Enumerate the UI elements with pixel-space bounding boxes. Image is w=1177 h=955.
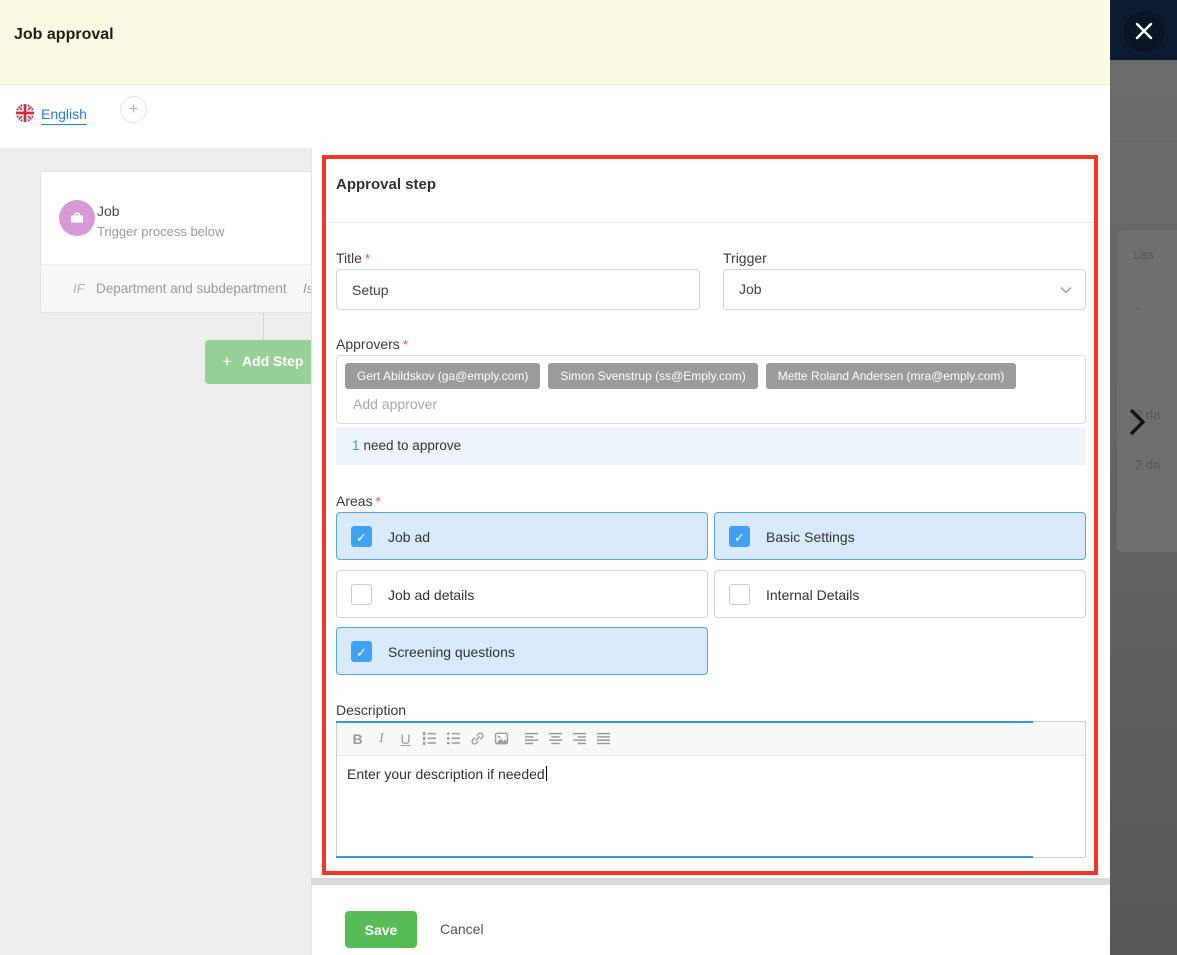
approvers-label: Approvers * bbox=[336, 336, 408, 352]
background-list-panel: Las - 2 da 2 da bbox=[1117, 230, 1177, 552]
background-text: Las bbox=[1133, 247, 1154, 262]
align-justify-icon[interactable] bbox=[593, 728, 614, 750]
close-button[interactable] bbox=[1124, 11, 1165, 52]
trigger-card-title: Job bbox=[97, 203, 120, 219]
checkbox-icon bbox=[351, 641, 372, 662]
trigger-card-header: Job Trigger process below bbox=[41, 172, 324, 264]
chevron-right-icon bbox=[1129, 408, 1146, 435]
language-tab-english[interactable]: English bbox=[41, 106, 87, 125]
link-icon[interactable] bbox=[467, 728, 488, 750]
area-label: Job ad details bbox=[388, 587, 475, 603]
area-checkbox-job-ad-details[interactable]: Job ad details bbox=[336, 570, 708, 618]
form-title: Approval step bbox=[336, 176, 437, 193]
required-asterisk: * bbox=[375, 494, 381, 509]
description-editor: B I U bbox=[336, 721, 1086, 858]
save-button[interactable]: Save bbox=[345, 911, 417, 948]
italic-icon[interactable]: I bbox=[371, 728, 392, 750]
editor-toolbar: B I U bbox=[337, 722, 1085, 756]
checkbox-icon bbox=[729, 584, 750, 605]
description-textarea[interactable]: Enter your description if needed bbox=[347, 766, 547, 782]
approvers-label-text: Approvers bbox=[336, 336, 400, 352]
approver-tag[interactable]: Simon Svenstrup (ss@Emply.com) bbox=[548, 363, 758, 389]
footer-divider bbox=[311, 878, 1110, 885]
approver-tag[interactable]: Mette Roland Andersen (mra@emply.com) bbox=[765, 363, 1017, 389]
area-label: Job ad bbox=[388, 529, 431, 545]
add-approver-input[interactable] bbox=[353, 396, 753, 412]
approval-count-text: need to approve bbox=[363, 438, 462, 453]
checkbox-icon bbox=[729, 526, 750, 547]
area-label: Screening questions bbox=[388, 644, 515, 660]
text-cursor bbox=[545, 766, 547, 781]
area-checkbox-job-ad[interactable]: Job ad bbox=[336, 512, 708, 560]
trigger-card-subtitle: Trigger process below bbox=[97, 224, 225, 239]
focus-line bbox=[336, 856, 1033, 858]
cancel-button[interactable]: Cancel bbox=[440, 911, 484, 948]
align-left-icon[interactable] bbox=[521, 728, 542, 750]
focus-line bbox=[336, 721, 1033, 723]
condition-row[interactable]: IF Department and subdepartment Is bbox=[41, 264, 324, 312]
add-step-label: Add Step bbox=[241, 353, 304, 369]
language-bar: English + bbox=[0, 85, 1110, 148]
areas-label: Areas * bbox=[336, 493, 381, 509]
condition-keyword: IF bbox=[73, 281, 85, 296]
title-label-text: Title bbox=[336, 250, 362, 266]
background-text: - bbox=[1136, 300, 1141, 315]
condition-operator: Is bbox=[303, 281, 314, 296]
areas-label-text: Areas bbox=[336, 493, 373, 509]
title-input[interactable] bbox=[336, 269, 700, 310]
plus-icon: + bbox=[222, 352, 232, 371]
trigger-select[interactable]: Job bbox=[723, 269, 1086, 310]
ordered-list-icon[interactable] bbox=[419, 728, 440, 750]
background-text: 2 da bbox=[1135, 457, 1161, 472]
checkbox-icon bbox=[351, 526, 372, 547]
connector-line bbox=[263, 313, 264, 340]
add-language-button[interactable]: + bbox=[120, 96, 147, 123]
image-icon[interactable] bbox=[491, 728, 512, 750]
condition-field: Department and subdepartment bbox=[96, 281, 287, 296]
trigger-label: Trigger bbox=[723, 250, 767, 266]
bullet-list-icon[interactable] bbox=[443, 728, 464, 750]
approver-tag[interactable]: Gert Abildskov (ga@emply.com) bbox=[345, 363, 541, 389]
align-center-icon[interactable] bbox=[545, 728, 566, 750]
align-right-icon[interactable] bbox=[569, 728, 590, 750]
required-asterisk: * bbox=[364, 251, 370, 266]
underline-icon[interactable]: U bbox=[395, 728, 416, 750]
approval-count-note[interactable]: 1 need to approve bbox=[336, 427, 1086, 465]
briefcase-icon bbox=[59, 200, 95, 236]
close-icon bbox=[1135, 22, 1153, 40]
approval-count: 1 bbox=[352, 438, 360, 453]
description-text: Enter your description if needed bbox=[347, 766, 545, 782]
trigger-card[interactable]: Job Trigger process below IF Department … bbox=[40, 171, 325, 313]
area-label: Basic Settings bbox=[766, 529, 855, 545]
modal-header: Job approval bbox=[0, 0, 1110, 85]
approvers-box[interactable]: Gert Abildskov (ga@emply.com) Simon Sven… bbox=[336, 355, 1086, 424]
dimmed-overlay: Las - 2 da 2 da bbox=[1110, 60, 1177, 955]
uk-flag-icon bbox=[16, 104, 34, 122]
area-checkbox-screening-questions[interactable]: Screening questions bbox=[336, 627, 708, 675]
divider bbox=[327, 222, 1097, 223]
description-label: Description bbox=[336, 702, 407, 718]
trigger-select-value: Job bbox=[739, 281, 762, 297]
expand-panel-button[interactable] bbox=[1120, 405, 1154, 441]
dimmed-background-strip: Las - 2 da 2 da bbox=[1110, 0, 1177, 955]
area-checkbox-internal-details[interactable]: Internal Details bbox=[714, 570, 1086, 618]
area-checkbox-basic-settings[interactable]: Basic Settings bbox=[714, 512, 1086, 560]
chevron-down-icon bbox=[1060, 286, 1072, 294]
divider bbox=[1110, 138, 1177, 139]
checkbox-icon bbox=[351, 584, 372, 605]
title-label: Title * bbox=[336, 250, 370, 266]
modal-title: Job approval bbox=[14, 26, 114, 43]
required-asterisk: * bbox=[402, 337, 408, 352]
bold-icon[interactable]: B bbox=[347, 728, 368, 750]
approver-tag-row: Gert Abildskov (ga@emply.com) Simon Sven… bbox=[345, 363, 1017, 389]
area-label: Internal Details bbox=[766, 587, 860, 603]
